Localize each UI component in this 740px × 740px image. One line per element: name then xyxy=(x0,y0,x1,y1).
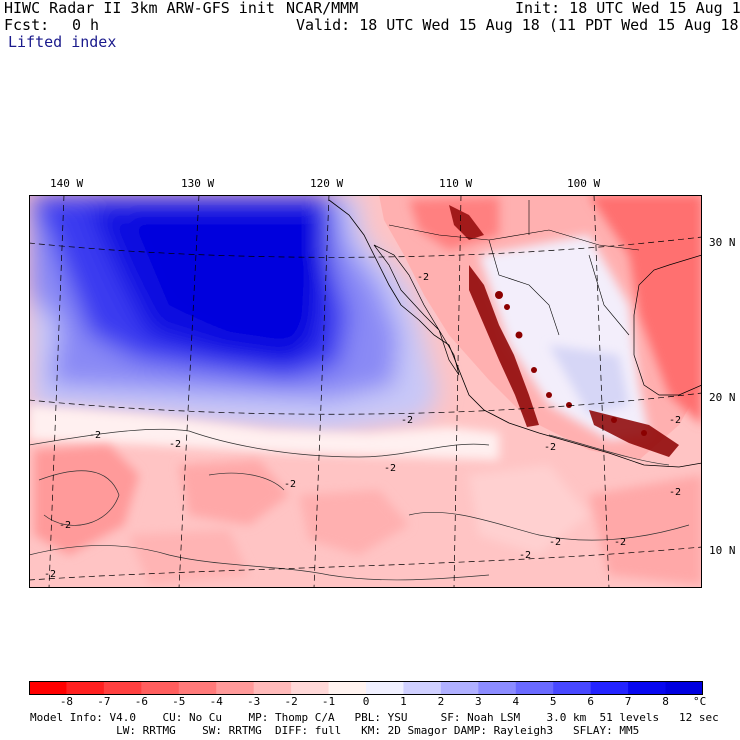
colorbar-cell xyxy=(553,681,592,695)
colorbar xyxy=(29,681,703,695)
map-frame xyxy=(29,195,702,588)
lon-label-140w: 140 W xyxy=(50,177,84,190)
colorbar-cell xyxy=(103,681,142,695)
colorbar-label: 5 xyxy=(549,695,557,708)
colorbar-cell xyxy=(515,681,554,695)
colorbar-cell xyxy=(178,681,217,695)
colorbar-label: -2 xyxy=(284,695,298,708)
init-text: Init: 18 UTC Wed 15 Aug 18 xyxy=(515,0,740,17)
mountain-speckles xyxy=(449,205,679,457)
colorbar-label: 4 xyxy=(512,695,520,708)
contour-label: -2 xyxy=(614,537,626,548)
colorbar-label: -4 xyxy=(209,695,223,708)
lon-label-120w: 120 W xyxy=(310,177,344,190)
plateau-blue xyxy=(549,345,629,415)
valid-text: Valid: 18 UTC Wed 15 Aug 18 (11 PDT Wed … xyxy=(296,16,740,34)
colorbar-cell xyxy=(403,681,442,695)
contour-label: -2 xyxy=(669,415,681,426)
contour-label: -2 xyxy=(169,439,181,450)
colorbar-cell xyxy=(216,681,255,695)
colorbar-cell xyxy=(291,681,330,695)
fcst-value: 0 h xyxy=(72,16,100,34)
colorbar-cell xyxy=(141,681,180,695)
contour-label: -2 xyxy=(44,569,56,580)
lon-label-100w: 100 W xyxy=(567,177,601,190)
colorbar-cell xyxy=(328,681,367,695)
contour-label: -2 xyxy=(284,479,296,490)
coastline xyxy=(328,199,702,468)
contour-label: -2 xyxy=(669,487,681,498)
borders xyxy=(388,200,640,336)
colorbar-cell xyxy=(628,681,667,695)
lon-label-130w: 130 W xyxy=(181,177,215,190)
contour-label: -2 xyxy=(417,272,429,283)
colorbar-cell xyxy=(253,681,292,695)
lat-label-20n: 20 N xyxy=(709,391,736,404)
colorbar-cell xyxy=(590,681,629,695)
title-text: HIWC Radar II 3km ARW-GFS init xyxy=(4,0,275,17)
colorbar-label: -7 xyxy=(97,695,111,708)
stable-region xyxy=(29,195,439,435)
lon-label-110w: 110 W xyxy=(439,177,473,190)
colorbar-cell xyxy=(478,681,517,695)
lat-label-30n: 30 N xyxy=(709,236,736,249)
contour-label: -2 xyxy=(384,463,396,474)
land-red-east xyxy=(589,195,702,425)
colorbar-label: 1 xyxy=(400,695,407,708)
lifted-index-map: -2 -2 -2 -2 -2 -2 -2 -2 -2 -2 -2 -2 -2 -… xyxy=(29,195,702,588)
colorbar-cell xyxy=(665,681,703,695)
colorbar-label: 7 xyxy=(624,695,632,708)
neutral-band xyxy=(29,405,499,460)
field-name: Lifted index xyxy=(8,33,117,51)
contour-lines xyxy=(29,428,690,581)
lat-lon-grid xyxy=(29,195,702,588)
colorbar-label: -3 xyxy=(247,695,261,708)
lat-label-10n: 10 N xyxy=(709,544,736,557)
colorbar-label: -8 xyxy=(59,695,74,708)
colorbar-cell xyxy=(366,681,404,695)
colorbar-label: 6 xyxy=(587,695,594,708)
contour-label-group: -2 -2 -2 -2 -2 -2 -2 -2 -2 -2 -2 -2 -2 -… xyxy=(44,272,681,580)
contour-label: -2 xyxy=(59,520,71,531)
colorbar-label: 2 xyxy=(437,695,445,708)
model-info-line2: LW: RRTMG SW: RRTMG DIFF: full KM: 2D Sm… xyxy=(30,724,640,737)
contour-label: -2 xyxy=(544,442,556,453)
colorbar-cell xyxy=(66,681,105,695)
baja-outline xyxy=(373,244,460,376)
contour-label: -2 xyxy=(89,430,101,441)
colorbar-cell xyxy=(440,681,479,695)
colorbar-label: -1 xyxy=(321,695,336,708)
colorbar-label: 3 xyxy=(475,695,482,708)
colorbar-label: -6 xyxy=(134,695,148,708)
model-info-line1: Model Info: V4.0 CU: No Cu MP: Thomp C/A… xyxy=(30,711,719,724)
contour-label: -2 xyxy=(519,550,531,561)
org-text: NCAR/MMM xyxy=(286,0,359,17)
fcst-label: Fcst: xyxy=(4,16,50,34)
contour-label: -2 xyxy=(549,537,561,548)
colorbar-label: 8 xyxy=(662,695,669,708)
colorbar-unit: °C xyxy=(693,695,707,708)
contour-label: -2 xyxy=(401,415,413,426)
colorbar-label: 0 xyxy=(362,695,370,708)
colorbar-label: -5 xyxy=(172,695,186,708)
colorbar-cell xyxy=(29,681,67,695)
gulf-coast xyxy=(633,254,702,396)
